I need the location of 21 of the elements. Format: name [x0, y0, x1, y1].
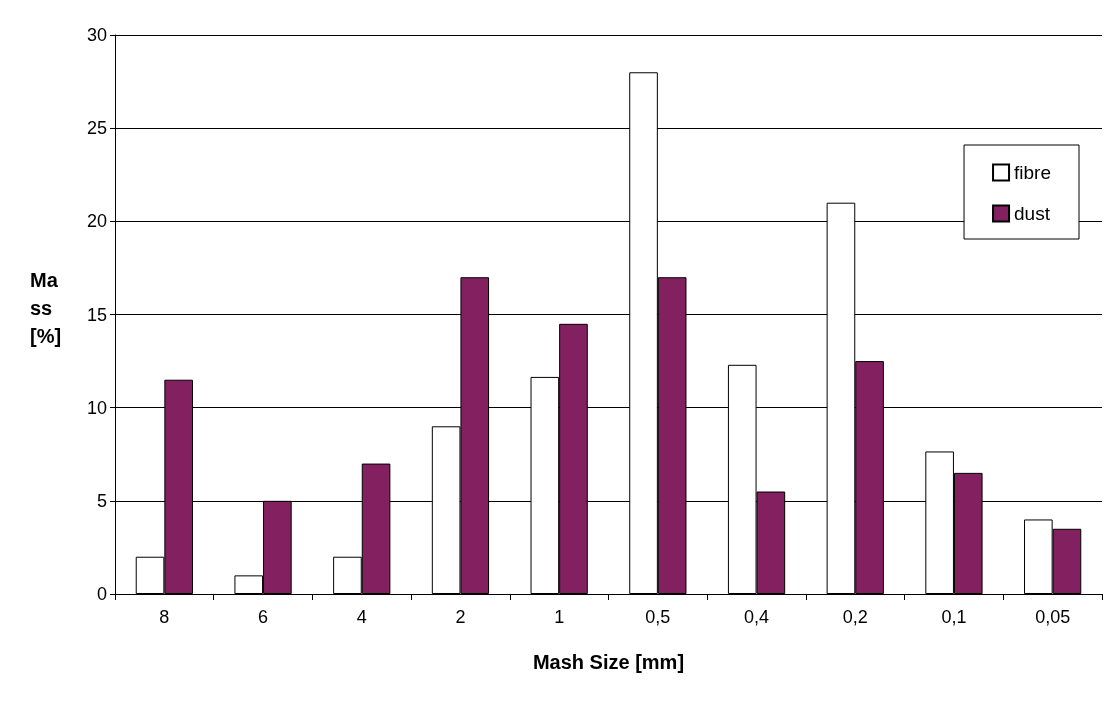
legend-label: dust: [1014, 203, 1051, 224]
x-tick-label: 0,05: [1035, 607, 1071, 627]
y-tick-label: 5: [96, 490, 107, 511]
y-tick-label: 30: [86, 25, 107, 45]
x-tick-label: 4: [356, 607, 367, 627]
y-tick-label: 0: [96, 584, 107, 604]
y-tick-label: 10: [86, 397, 107, 418]
y-tick-label: 15: [86, 304, 107, 325]
x-tick-label: 2: [455, 607, 466, 627]
legend-label: fibre: [1014, 162, 1052, 183]
x-axis-title: Mash Size [mm]: [532, 651, 685, 673]
y-axis-title: Mass [%]: [30, 269, 62, 347]
x-tick-label: 0,2: [842, 607, 868, 627]
x-tick-label: 0,5: [645, 607, 671, 627]
x-tick-label: 6: [258, 607, 269, 627]
x-tick-label: 1: [554, 607, 565, 627]
x-tick-label: 8: [159, 607, 170, 627]
x-tick-label: 0,1: [941, 607, 967, 627]
x-tick-label: 0,4: [744, 607, 770, 627]
y-tick-label: 25: [86, 118, 107, 139]
y-tick-label: 20: [86, 211, 107, 232]
